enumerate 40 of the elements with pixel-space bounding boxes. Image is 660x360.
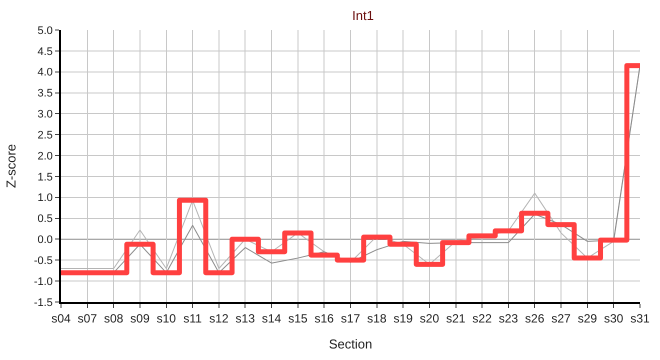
y-axis-title: Z-score [3, 144, 18, 188]
y-tick-label: 2.5 [38, 129, 53, 142]
y-tick-label: 4.0 [38, 66, 53, 79]
x-tick-label: s10 [156, 311, 176, 326]
y-tick-label: 5.0 [38, 24, 53, 37]
x-tick-label: s13 [236, 311, 256, 326]
y-tick-label: -1.5 [34, 296, 53, 309]
x-tick-label: s14 [262, 311, 282, 326]
x-tick-label: s19 [393, 311, 414, 326]
x-tick-label: s23 [498, 311, 518, 326]
x-tick-label: s16 [314, 311, 334, 326]
x-tick-label: s26 [525, 311, 545, 326]
x-tick-label: s21 [446, 311, 466, 326]
x-tick-label: s22 [472, 311, 492, 326]
x-tick-label: s04 [51, 311, 71, 326]
x-tick-label: s17 [340, 311, 360, 326]
x-tick-label: s15 [288, 311, 308, 326]
y-tick-label: -0.5 [34, 255, 53, 267]
y-tick-label: 3.0 [38, 108, 53, 121]
x-tick-label: s30 [604, 311, 624, 326]
y-tick-label: 1.5 [38, 171, 53, 184]
x-tick-label: s27 [551, 311, 572, 326]
x-axis-title: Section [328, 336, 372, 352]
chart-title: Int1 [352, 8, 374, 23]
x-tick-label: s20 [420, 311, 440, 326]
x-tick-label: s08 [104, 311, 124, 326]
y-tick-label: 0.0 [38, 234, 53, 246]
x-tick-label: s18 [367, 311, 387, 326]
x-tick-label: s29 [578, 311, 598, 326]
y-tick-label: -1.0 [34, 276, 53, 288]
x-tick-label: s07 [78, 311, 98, 326]
x-tick-label: s11 [183, 311, 202, 326]
y-tick-label: 1.0 [38, 192, 53, 204]
y-tick-label: 2.0 [38, 150, 53, 162]
x-tick-label: s09 [130, 311, 150, 326]
x-tick-label: s12 [209, 311, 229, 326]
y-tick-label: 3.5 [38, 88, 53, 100]
y-tick-label: 4.5 [38, 46, 53, 58]
y-tick-label: 0.5 [38, 213, 53, 226]
x-tick-label: s31 [630, 311, 650, 326]
